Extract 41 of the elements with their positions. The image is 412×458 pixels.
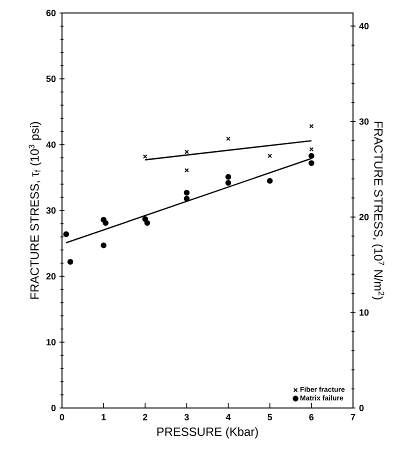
y2-tick-label: 10 (360, 309, 369, 316)
point (226, 136, 230, 141)
point (184, 168, 189, 173)
y2-tick-label: 0 (359, 404, 364, 412)
y-tick-label: 60 (46, 10, 56, 16)
x-axis-title: PRESSURE (Kbar) (157, 427, 258, 438)
point (268, 154, 272, 158)
point (144, 220, 150, 226)
y-tick-label: 50 (46, 76, 56, 82)
point (309, 147, 314, 152)
y-tick-label: 10 (46, 338, 56, 346)
x-tick-label: 3 (184, 414, 189, 420)
y-tick-label: 0 (51, 404, 56, 412)
point (309, 124, 314, 128)
y2-tick-label: 30 (359, 118, 369, 125)
x-tick-label: 4 (226, 414, 231, 420)
point (102, 220, 109, 226)
x-tick-label: 5 (268, 414, 272, 420)
point (184, 196, 190, 202)
y2-tick-label: 40 (359, 22, 369, 30)
x-tick-label: 2 (142, 414, 148, 420)
x-tick-label: 7 (350, 414, 356, 420)
point (67, 258, 74, 265)
point (308, 152, 314, 159)
point (225, 180, 232, 186)
y-tick-label: 40 (46, 141, 56, 148)
point (184, 190, 190, 196)
x-tick-label: 6 (309, 414, 314, 420)
point (100, 242, 106, 248)
point (266, 178, 273, 184)
y2-tick-label: 20 (359, 214, 369, 220)
y2-axis-title: FRACTURE STRESS, (10$^{7}$ N/m$^{2}$) (372, 122, 384, 300)
x-tick-label: 1 (102, 414, 106, 420)
point (225, 174, 232, 180)
x-tick-label: 0 (60, 414, 64, 420)
y-axis-title: FRACTURE STRESS, τ$_{f}$ (10$^{3}$ psi) (28, 122, 42, 299)
y-tick-label: 30 (46, 207, 56, 214)
point (308, 160, 314, 166)
y-tick-label: 20 (46, 273, 56, 280)
point (184, 150, 189, 154)
point (63, 231, 70, 238)
